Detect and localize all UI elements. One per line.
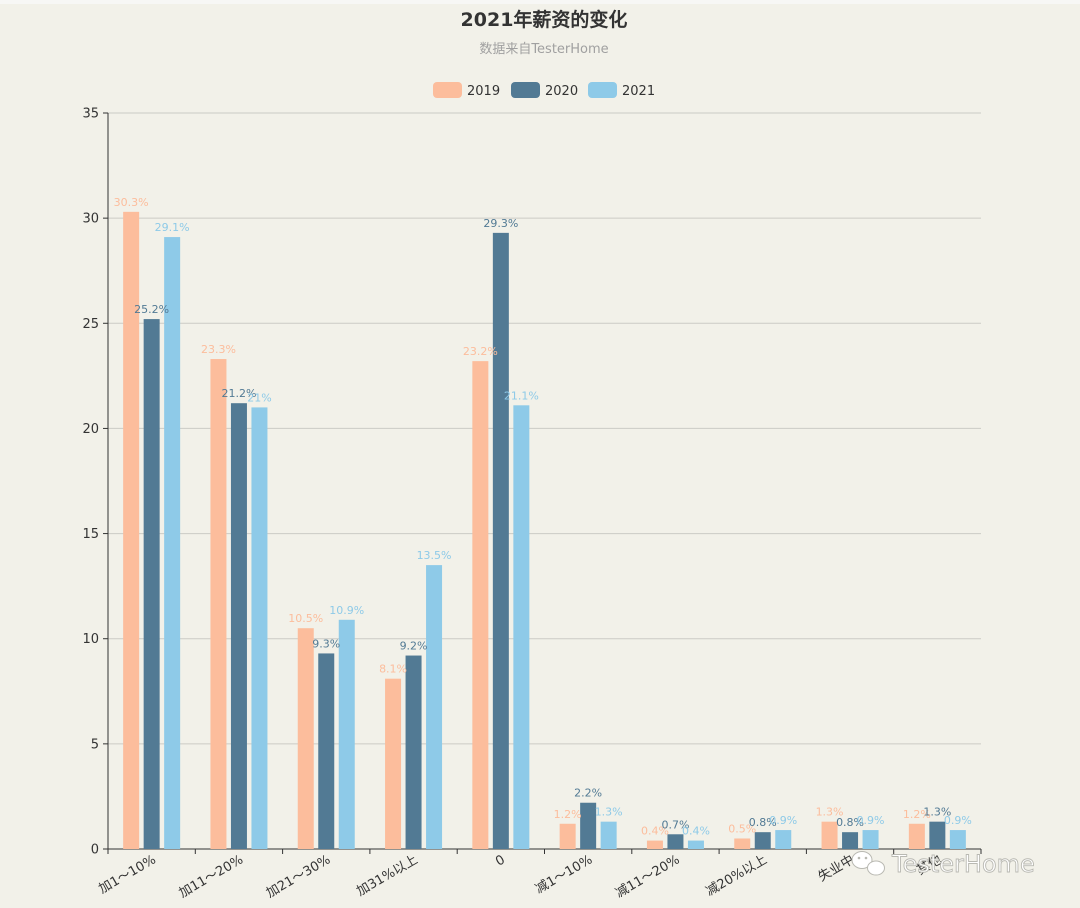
data-label: 0.9% [769, 814, 797, 827]
bar [646, 840, 663, 849]
x-tick-labels: 加1～10% 加11～20% 加21～30% 加31%以上 0 减1～10% 减11～20%… [96, 852, 944, 901]
legend-swatch [433, 82, 462, 98]
data-label: 29.1% [155, 221, 190, 234]
x-tick-label: 减1～10% [533, 852, 595, 897]
watermark-text: TesterHome [891, 850, 1035, 878]
data-label: 2.2% [574, 787, 602, 800]
x-tick-label: 失业中 [816, 852, 857, 884]
bar [297, 628, 314, 849]
data-label: 21.1% [504, 389, 539, 402]
y-tick-label: 15 [82, 527, 99, 542]
x-tick-label: 0 [493, 852, 508, 869]
bar [230, 403, 247, 849]
axes: 0 5 10 15 20 25 30 35 [82, 107, 982, 858]
data-label: 9.3% [312, 637, 340, 650]
data-label: 21% [247, 391, 271, 404]
data-label: 30.3% [114, 196, 149, 209]
y-tick-label: 10 [82, 632, 99, 647]
bars [123, 211, 966, 850]
data-label: 29.3% [483, 217, 518, 230]
bar [559, 823, 576, 849]
data-label: 1.3% [595, 806, 623, 819]
bar [164, 237, 181, 849]
watermark: TesterHome [851, 850, 1035, 878]
x-tick-label: 加21～30% [264, 852, 333, 901]
data-label: 0.4% [641, 825, 669, 838]
bar [513, 405, 530, 849]
data-label: 1.2% [903, 808, 931, 821]
bar [472, 361, 489, 849]
bar [338, 619, 355, 849]
bar [600, 821, 617, 849]
legend-swatch [588, 82, 617, 98]
data-label: 0.9% [857, 814, 885, 827]
bar [492, 232, 509, 849]
data-label: 9.2% [400, 640, 428, 653]
y-tick-label: 5 [91, 737, 99, 752]
bar [385, 678, 402, 849]
chart-title: 2021年薪资的变化 [461, 8, 628, 31]
data-label: 0.9% [944, 814, 972, 827]
data-label: 25.2% [134, 303, 169, 316]
bar [318, 653, 335, 849]
y-tick-label: 25 [82, 317, 99, 332]
x-tick-label: 减11～20% [613, 852, 682, 901]
data-label: 13.5% [417, 549, 452, 562]
y-tick-label: 20 [82, 422, 99, 437]
legend-label: 2020 [545, 84, 578, 99]
x-tick-label: 加1～10% [96, 852, 158, 897]
bar [580, 802, 597, 849]
y-tick-label: 35 [82, 107, 99, 122]
data-label: 0.8% [836, 816, 864, 829]
data-label: 23.3% [201, 343, 236, 356]
legend-label: 2021 [622, 84, 655, 99]
x-tick-label: 减20%以上 [703, 852, 769, 899]
bar [405, 655, 422, 849]
legend-swatch [511, 82, 540, 98]
data-label: 0.7% [661, 818, 689, 831]
bar [842, 832, 859, 849]
bar [929, 821, 946, 849]
bar [426, 565, 443, 849]
data-label: 10.9% [329, 604, 364, 617]
bar [687, 840, 704, 849]
top-strip [0, 0, 1080, 4]
legend-label: 2019 [467, 84, 500, 99]
bar [734, 838, 751, 849]
bar [862, 830, 879, 849]
data-label: 1.2% [554, 808, 582, 821]
data-label: 0.8% [749, 816, 777, 829]
x-tick-label: 加31%以上 [354, 852, 420, 899]
y-tick-label: 30 [82, 212, 99, 227]
chart-subtitle: 数据来自TesterHome [479, 42, 608, 57]
bar [775, 830, 792, 849]
bar [754, 832, 771, 849]
data-label: 0.4% [682, 825, 710, 838]
bar [821, 821, 838, 849]
bar [667, 834, 684, 849]
bar [908, 823, 925, 849]
data-label: 10.5% [288, 612, 323, 625]
data-labels: 30.3% 23.3% 10.5% 8.1% 23.2% 1.2% 0.4% 0.5% 1.3%… [114, 196, 972, 838]
y-tick-label: 0 [91, 843, 99, 858]
data-label: 1.3% [923, 806, 951, 819]
bar [251, 407, 268, 849]
bar [123, 211, 140, 849]
data-label: 23.2% [463, 345, 498, 358]
bar [949, 830, 966, 849]
bar [210, 359, 227, 849]
data-label: 1.3% [816, 806, 844, 819]
x-tick-label: 加11～20% [177, 852, 246, 901]
data-label: 0.5% [728, 822, 756, 835]
bar [143, 319, 160, 850]
data-label: 21.2% [221, 387, 256, 400]
legend: 2019 2020 2021 [433, 82, 655, 99]
data-label: 8.1% [379, 663, 407, 676]
wechat-icon [851, 851, 885, 876]
